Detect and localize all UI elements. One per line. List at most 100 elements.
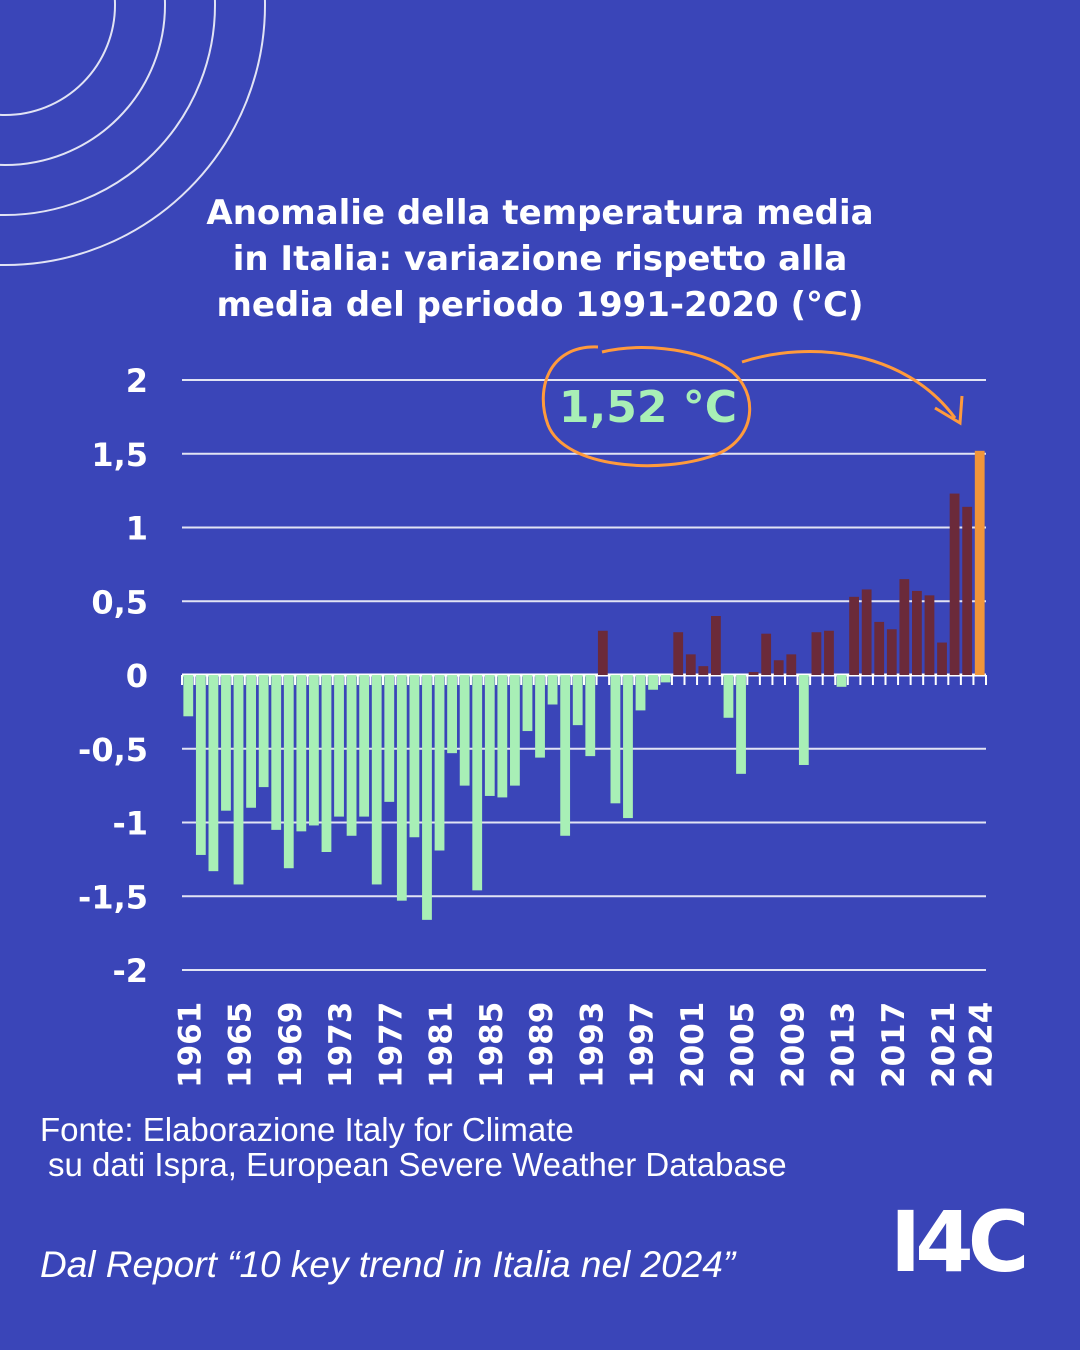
bar [673, 632, 684, 675]
bar [535, 675, 545, 758]
bar [723, 675, 734, 718]
bar [258, 675, 269, 788]
bar [359, 675, 370, 817]
x-tick-label: 2017 [876, 1002, 912, 1088]
bar [183, 675, 194, 717]
source-line-2: su dati Ispra, European Severe Weather D… [48, 1146, 787, 1183]
bar [346, 675, 357, 836]
bar [334, 675, 344, 817]
source-note: Fonte: Elaborazione Italy for Climate su… [40, 1112, 787, 1182]
bar [195, 675, 206, 855]
bar [861, 589, 872, 675]
callout-arrow [741, 350, 957, 419]
x-tick-label: 1993 [574, 1002, 610, 1088]
bar [409, 675, 420, 838]
callout-annotation: 1,52 °C [541, 345, 964, 468]
bar [321, 675, 332, 852]
bar [798, 675, 809, 765]
bar [899, 579, 910, 676]
source-line-1: Fonte: Elaborazione Italy for Climate [40, 1111, 574, 1148]
callout-arrowhead [934, 395, 964, 426]
bar [824, 630, 834, 675]
bar [547, 675, 558, 705]
y-tick-label: -0,5 [78, 731, 148, 769]
bar [849, 596, 859, 675]
callout-ellipse [541, 345, 752, 468]
bar [396, 675, 407, 901]
x-tick-label: 2005 [725, 1002, 761, 1088]
y-tick-label: -1,5 [78, 878, 148, 916]
bar [635, 675, 646, 711]
bar [836, 675, 847, 687]
x-tick-label: 1981 [424, 1002, 460, 1088]
bar [597, 630, 608, 675]
y-tick-label: 0 [126, 657, 148, 695]
x-tick-label: 2013 [826, 1002, 862, 1088]
x-tick-label: 1997 [625, 1002, 661, 1088]
bar [246, 675, 256, 808]
bar [736, 675, 746, 774]
x-tick-label: 1977 [373, 1002, 409, 1088]
y-tick-label: -1 [112, 805, 148, 843]
chart-title: Anomalie della temperatura media in Ital… [140, 190, 940, 328]
bar [874, 621, 885, 675]
bar [685, 654, 696, 675]
y-tick-label: 0,5 [91, 583, 148, 621]
bar [422, 675, 432, 920]
y-tick-label: 2 [126, 362, 148, 400]
decorative-arcs [0, 0, 266, 266]
bar [434, 675, 445, 851]
bar [949, 493, 960, 675]
bar [459, 675, 470, 786]
x-tick-label: 2024 [964, 1002, 1000, 1088]
bar [510, 675, 520, 786]
bar [283, 675, 294, 869]
bar [221, 675, 231, 811]
bar [811, 632, 822, 675]
bar [447, 675, 457, 754]
report-reference: Dal Report “10 key trend in Italia nel 2… [40, 1244, 736, 1285]
bar [472, 675, 483, 891]
y-tick-label: -2 [112, 952, 148, 990]
x-tick-label: 1969 [273, 1002, 309, 1088]
bar [484, 675, 495, 796]
bar [912, 590, 922, 675]
bar [271, 675, 282, 830]
x-tick-label: 1973 [323, 1002, 359, 1088]
bar [698, 666, 709, 675]
bar [572, 675, 583, 726]
y-tick-label: 1,5 [91, 436, 148, 474]
chart-title-line-2: in Italia: variazione rispetto alla [232, 239, 848, 279]
bar [610, 675, 621, 804]
bar [660, 675, 671, 683]
bar [937, 642, 947, 675]
x-tick-label: 2009 [775, 1002, 811, 1088]
bar [711, 616, 721, 675]
y-tick-label: 1 [126, 510, 148, 548]
chart-title-line-3: media del periodo 1991-2020 (°C) [216, 285, 864, 325]
bar [497, 675, 508, 798]
bar [748, 672, 759, 675]
bar [371, 675, 382, 885]
bar [924, 595, 935, 675]
chart-title-line-1: Anomalie della temperatura media [206, 193, 874, 233]
bar [761, 633, 772, 675]
bar [773, 660, 784, 675]
x-tick-label: 1961 [172, 1002, 208, 1088]
callout-label: 1,52 °C [559, 382, 737, 433]
x-tick-label: 1965 [223, 1002, 259, 1088]
bar [233, 675, 244, 885]
bar [384, 675, 395, 802]
i4c-logo: I4C [890, 1193, 1029, 1291]
bar [974, 450, 985, 675]
bar [208, 675, 219, 872]
bar [309, 675, 319, 826]
bar [648, 675, 658, 690]
x-tick-label: 2021 [926, 1002, 962, 1088]
bar [560, 675, 571, 836]
x-tick-label: 1989 [524, 1002, 560, 1088]
bar [962, 506, 973, 675]
bar [623, 675, 633, 819]
bar [786, 654, 797, 675]
